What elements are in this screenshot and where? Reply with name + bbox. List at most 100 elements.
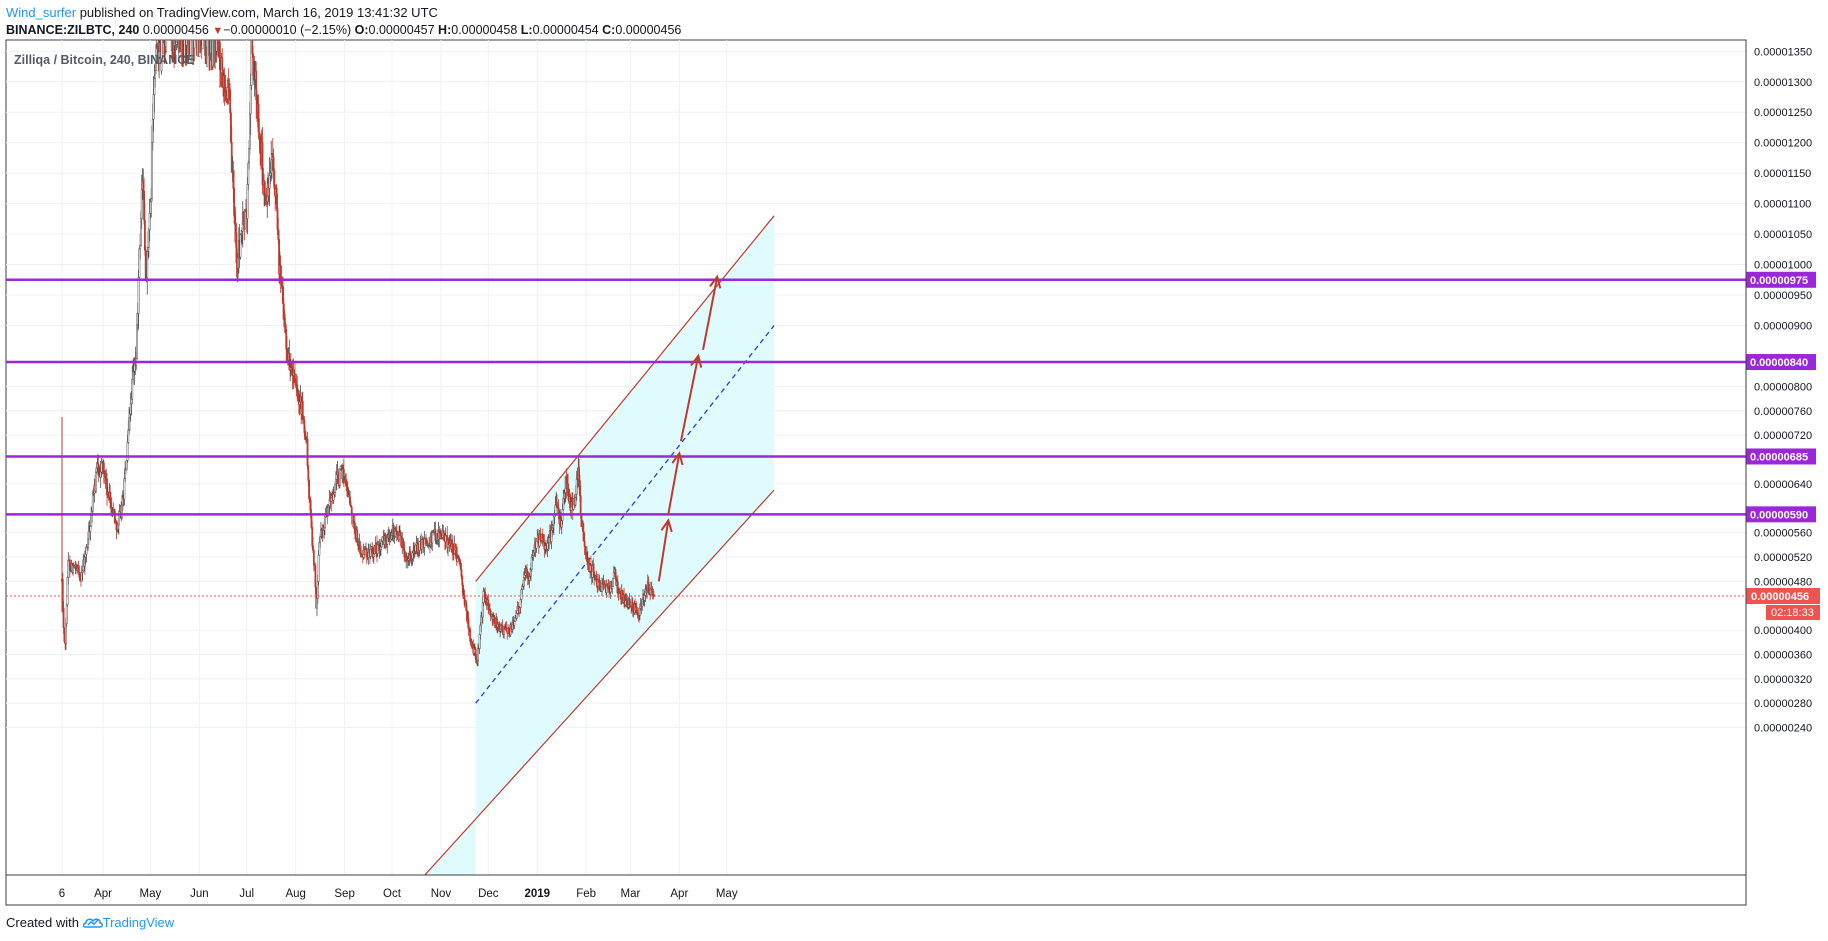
candle-body bbox=[317, 554, 320, 583]
time-tick-label: Feb bbox=[576, 888, 596, 900]
price-tick-label: 0.00000280 bbox=[1754, 698, 1812, 710]
level-tag bbox=[1746, 448, 1816, 465]
price-tick-label: 0.00001250 bbox=[1754, 107, 1812, 119]
arrow-shaft bbox=[667, 453, 681, 515]
close-value: 0.00000456 bbox=[615, 23, 682, 37]
published-text: published on TradingView.com, March 16, … bbox=[79, 5, 438, 20]
low-label: L: bbox=[520, 23, 533, 37]
time-tick-label: Jun bbox=[190, 888, 209, 900]
publish-info: Wind_surfer published on TradingView.com… bbox=[6, 5, 438, 21]
channel-fill bbox=[424, 215, 775, 875]
candle-body bbox=[314, 565, 317, 588]
candle-body bbox=[91, 493, 94, 512]
time-tick-label: Nov bbox=[431, 888, 452, 900]
candle-body bbox=[183, 39, 186, 61]
time-tick-label: Apr bbox=[670, 888, 688, 900]
author-link[interactable]: Wind_surfer bbox=[6, 5, 77, 20]
change-value: −0.00000010 (−2.15%) bbox=[223, 23, 352, 37]
time-tick-label: Mar bbox=[620, 888, 640, 900]
open-value: 0.00000457 bbox=[368, 23, 435, 37]
levels: 0.00000456 02:18:33 0.00000975 0.00000840 0.… bbox=[6, 271, 1820, 620]
candle-body bbox=[612, 578, 614, 587]
countdown-label: 02:18:33 bbox=[1771, 607, 1814, 619]
price-chart[interactable]: 0.0000045602:18:330.000009750.000008400.… bbox=[0, 0, 1828, 915]
candle-body bbox=[515, 613, 518, 619]
price-tick-label: 0.00001300 bbox=[1754, 77, 1812, 89]
candle-body bbox=[117, 514, 120, 526]
candle-body bbox=[338, 468, 341, 486]
time-tick-label: 6 bbox=[59, 888, 65, 900]
candle-body bbox=[217, 39, 220, 57]
candle-body bbox=[193, 39, 196, 49]
level-tag bbox=[1746, 354, 1816, 371]
current-price-label: 0.00000456 bbox=[1751, 591, 1809, 603]
arrow-head bbox=[690, 353, 703, 368]
level-tag bbox=[1746, 271, 1816, 288]
tradingview-cloud-icon bbox=[82, 916, 103, 931]
candle-body bbox=[583, 540, 586, 547]
candle-body bbox=[467, 618, 470, 630]
arrow-head bbox=[660, 518, 673, 533]
close-label: C: bbox=[602, 23, 616, 37]
price-tick-label: 0.00001100 bbox=[1754, 199, 1811, 211]
open-label: O: bbox=[354, 23, 369, 37]
current-price-tag bbox=[1746, 587, 1820, 604]
price-tick-label: 0.00000720 bbox=[1754, 430, 1812, 442]
price-tick-label: 0.00000360 bbox=[1754, 649, 1812, 661]
candle-body bbox=[62, 607, 65, 628]
time-axis[interactable]: 6 Apr May Jun Jul Aug Sep Oct Nov Dec 2019 Feb Mar Ap… bbox=[6, 874, 1746, 900]
level-tag bbox=[1746, 506, 1816, 523]
price-tick-label: 0.00000900 bbox=[1754, 320, 1812, 332]
candle-body bbox=[229, 89, 232, 113]
level-label: 0.00000685 bbox=[1750, 451, 1808, 463]
time-tick-label: Jul bbox=[239, 888, 254, 900]
candle-body bbox=[189, 39, 192, 64]
candle-body bbox=[95, 471, 97, 492]
candle-body bbox=[137, 277, 140, 314]
arrow-head bbox=[671, 451, 684, 466]
price-tick-label: 0.00000400 bbox=[1754, 625, 1812, 637]
chart-title: Zilliqa / Bitcoin, 240, BINANCE bbox=[14, 53, 195, 67]
tradingview-link[interactable]: TradingView bbox=[102, 915, 175, 930]
channel bbox=[424, 215, 775, 876]
time-tick-label: Aug bbox=[285, 888, 305, 900]
low-value: 0.00000454 bbox=[532, 23, 599, 37]
price-tick-label: 0.00001000 bbox=[1754, 260, 1812, 272]
price-tick-label: 0.00000320 bbox=[1754, 674, 1812, 686]
arrow-shaft bbox=[702, 276, 719, 351]
candle-body bbox=[456, 558, 459, 562]
candle-body bbox=[477, 647, 479, 661]
price-tick-label: 0.00001050 bbox=[1754, 229, 1812, 241]
price-tick-label: 0.00000640 bbox=[1754, 479, 1812, 491]
price-tick-label: 0.00000520 bbox=[1754, 552, 1812, 564]
time-tick-label: Dec bbox=[478, 888, 499, 900]
price-axis[interactable]: 0.00001350 0.00001300 0.00001250 0.00001200… bbox=[1754, 46, 1812, 734]
arrow-shaft bbox=[679, 355, 700, 442]
high-value: 0.00000458 bbox=[451, 23, 518, 37]
candle-body bbox=[201, 39, 204, 50]
candle-body bbox=[215, 39, 218, 52]
candle-body bbox=[513, 621, 516, 626]
arrow-shaft bbox=[657, 520, 670, 582]
created-with-text: Created with bbox=[6, 915, 79, 930]
candle-body bbox=[196, 39, 199, 57]
time-tick-label: May bbox=[716, 888, 738, 900]
candle-body bbox=[323, 516, 326, 529]
time-tick-label: Oct bbox=[383, 888, 402, 900]
time-tick-label: May bbox=[140, 888, 162, 900]
time-tick-label: Sep bbox=[334, 888, 354, 900]
change-down-icon: ▼ bbox=[212, 25, 224, 37]
candle-body bbox=[273, 170, 276, 189]
candle-body bbox=[631, 601, 634, 612]
arrows bbox=[657, 274, 722, 582]
candle-body bbox=[206, 39, 209, 67]
candle-body bbox=[418, 541, 421, 551]
price-tick-label: 0.00000950 bbox=[1754, 290, 1812, 302]
channel-lower-line bbox=[424, 489, 775, 876]
price-tick-label: 0.00000800 bbox=[1754, 381, 1812, 393]
price-tick-label: 0.00000760 bbox=[1754, 406, 1812, 418]
level-label: 0.00000590 bbox=[1750, 509, 1808, 521]
candle-body bbox=[398, 535, 400, 541]
candle-body bbox=[312, 550, 315, 566]
grid bbox=[6, 40, 1746, 875]
